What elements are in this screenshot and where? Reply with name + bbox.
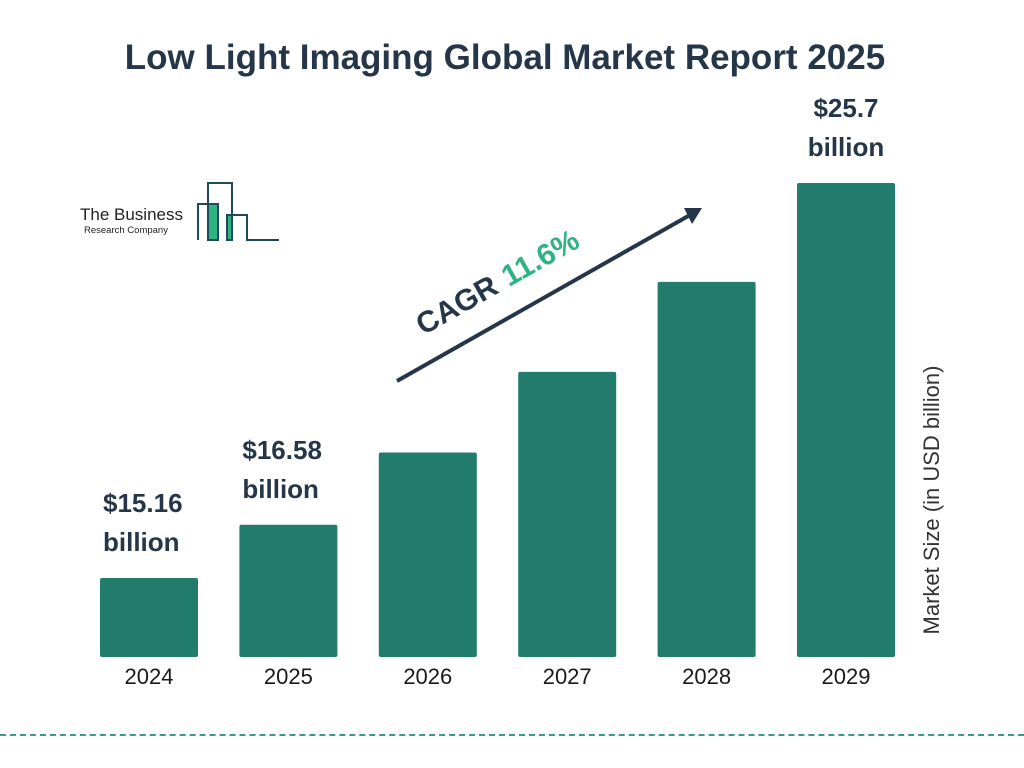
bar-2028 [657, 281, 756, 657]
x-tick-label: 2025 [263, 664, 313, 689]
bar-2029 [797, 183, 895, 657]
data-label-amount: $25.7 [813, 93, 879, 123]
data-label-amount: $16.58 [242, 434, 322, 465]
data-label-unit: billion [807, 132, 885, 162]
company-logo: The Business Research Company [70, 175, 290, 250]
cagr-arrow-head [684, 208, 702, 224]
x-tick-label: 2029 [821, 664, 871, 689]
x-tick-label: 2026 [403, 664, 453, 689]
x-tick-label: 2028 [682, 664, 732, 689]
bar-2024 [100, 578, 198, 657]
footer-divider [0, 734, 1024, 736]
logo-line1: The Business [80, 205, 183, 224]
bar-2026 [378, 452, 477, 657]
bar-2025 [239, 524, 338, 657]
data-label-amount: $15.16 [103, 488, 183, 518]
data-label-2029: $25.7 billion [797, 89, 895, 167]
data-label-2025: $16.58 billion [242, 431, 322, 509]
x-tick-label: 2027 [542, 664, 592, 689]
chart-title: Low Light Imaging Global Market Report 2… [124, 38, 886, 77]
data-label-unit: billion [242, 473, 319, 504]
data-label-unit: billion [103, 527, 180, 557]
bar-2027 [518, 371, 617, 657]
data-label-2024: $15.16 billion [103, 484, 183, 562]
logo-bars-icon [197, 182, 279, 241]
x-tick-label: 2024 [124, 664, 174, 689]
cagr-arrow-line [396, 213, 691, 383]
y-axis-label: Market Size (in USD billion) [919, 365, 944, 635]
logo-line2: Research Company [84, 225, 168, 236]
